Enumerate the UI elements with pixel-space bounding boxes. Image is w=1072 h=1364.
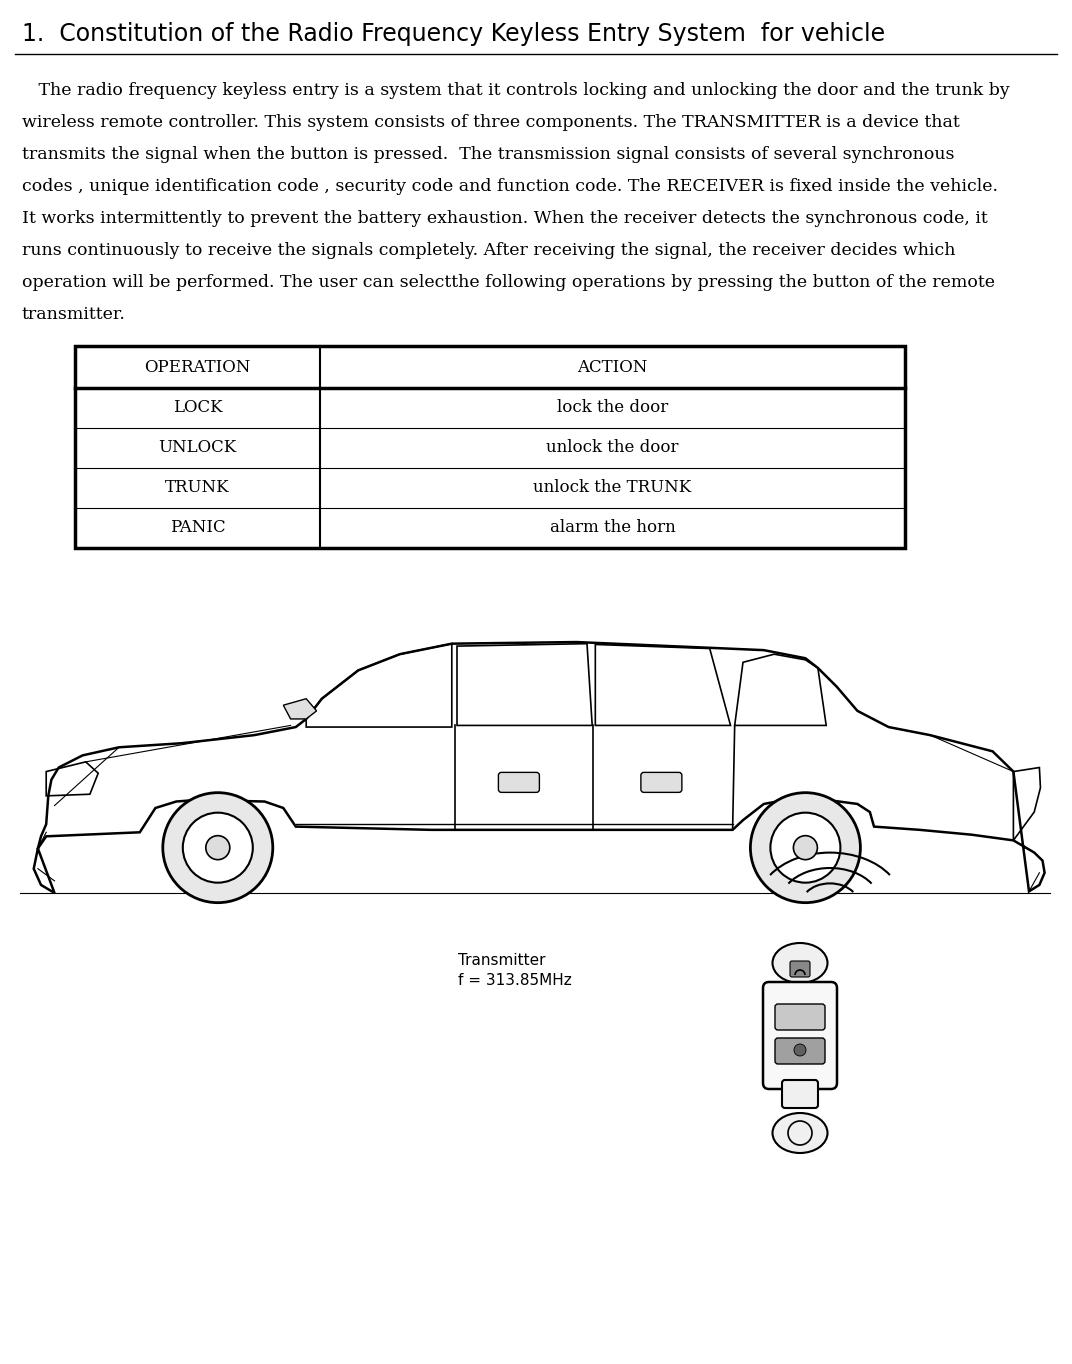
Text: runs continuously to receive the signals completely. After receiving the signal,: runs continuously to receive the signals… [23, 241, 955, 259]
Circle shape [183, 813, 253, 883]
Ellipse shape [773, 1113, 828, 1153]
Text: lock the door: lock the door [556, 400, 668, 416]
Text: 1.  Constitution of the Radio Frequency Keyless Entry System  for vehicle: 1. Constitution of the Radio Frequency K… [23, 22, 885, 46]
Text: transmitter.: transmitter. [23, 306, 125, 323]
Text: UNLOCK: UNLOCK [159, 439, 237, 457]
Text: codes , unique identification code , security code and function code. The RECEIV: codes , unique identification code , sec… [23, 177, 998, 195]
Text: LOCK: LOCK [173, 400, 222, 416]
Polygon shape [33, 642, 1044, 893]
Text: wireless remote controller. This system consists of three components. The TRANSM: wireless remote controller. This system … [23, 115, 959, 131]
Text: unlock the TRUNK: unlock the TRUNK [533, 480, 691, 496]
Text: alarm the horn: alarm the horn [550, 520, 675, 536]
Circle shape [206, 836, 229, 859]
Text: f = 313.85MHz: f = 313.85MHz [458, 973, 571, 988]
Text: OPERATION: OPERATION [145, 359, 251, 375]
Polygon shape [283, 698, 316, 719]
Circle shape [771, 813, 840, 883]
FancyBboxPatch shape [790, 962, 810, 977]
Text: It works intermittently to prevent the battery exhaustion. When the receiver det: It works intermittently to prevent the b… [23, 210, 987, 226]
FancyBboxPatch shape [781, 1080, 818, 1108]
Text: unlock the door: unlock the door [546, 439, 679, 457]
Circle shape [794, 1043, 806, 1056]
Text: transmits the signal when the button is pressed.  The transmission signal consis: transmits the signal when the button is … [23, 146, 954, 164]
Text: ACTION: ACTION [577, 359, 647, 375]
FancyBboxPatch shape [775, 1038, 825, 1064]
Text: The radio frequency keyless entry is a system that it controls locking and unloc: The radio frequency keyless entry is a s… [23, 82, 1010, 100]
Text: operation will be performed. The user can selectthe following operations by pres: operation will be performed. The user ca… [23, 274, 995, 291]
Circle shape [793, 836, 817, 859]
Ellipse shape [773, 943, 828, 983]
Text: PANIC: PANIC [169, 520, 225, 536]
FancyBboxPatch shape [641, 772, 682, 792]
FancyBboxPatch shape [498, 772, 539, 792]
FancyBboxPatch shape [763, 982, 837, 1088]
FancyBboxPatch shape [775, 1004, 825, 1030]
Bar [75, 346, 905, 548]
Circle shape [163, 792, 272, 903]
Text: Transmitter: Transmitter [458, 953, 546, 968]
Circle shape [750, 792, 861, 903]
Text: TRUNK: TRUNK [165, 480, 229, 496]
